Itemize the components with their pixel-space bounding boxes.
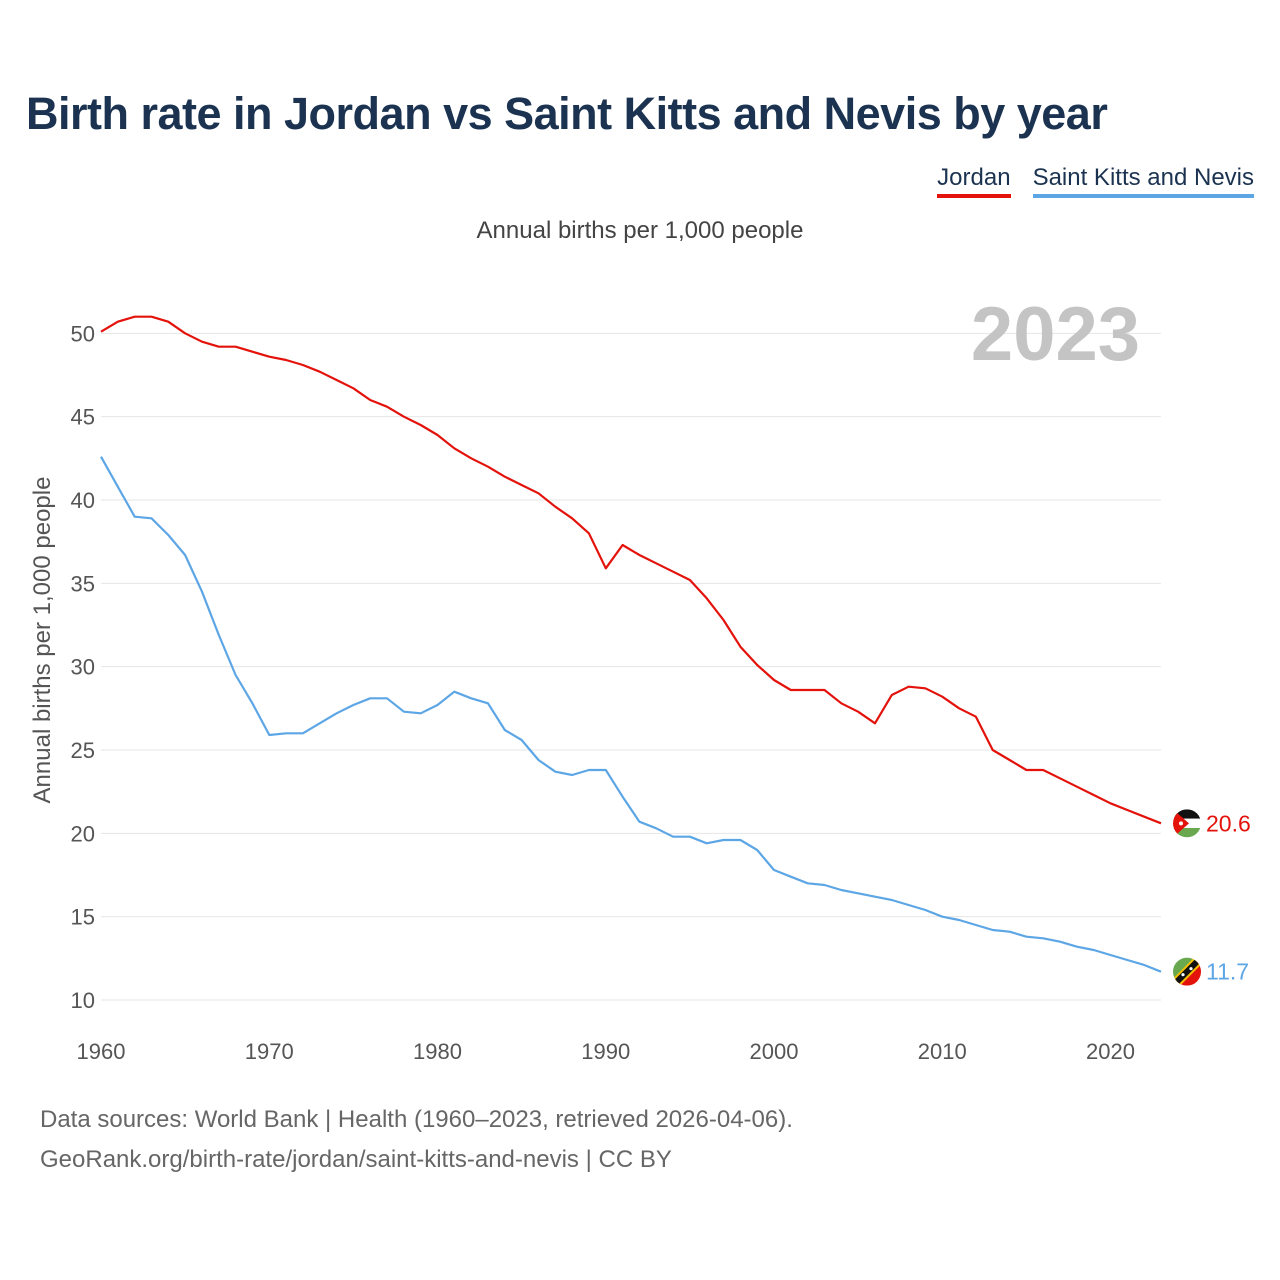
x-tick-label: 1990 — [581, 1039, 630, 1064]
flag-icon-saint-kitts-and-nevis — [1173, 957, 1201, 986]
y-tick-label: 20 — [71, 821, 95, 846]
legend: Jordan Saint Kitts and Nevis — [937, 164, 1254, 198]
y-tick-label: 25 — [71, 738, 95, 763]
legend-item-saint-kitts-and-nevis[interactable]: Saint Kitts and Nevis — [1032, 164, 1254, 198]
y-tick-label: 10 — [71, 988, 95, 1013]
end-value-label-jordan: 20.6 — [1206, 810, 1251, 836]
x-tick-label: 1980 — [413, 1039, 462, 1064]
flag-icon-jordan — [1173, 809, 1201, 838]
y-tick-label: 50 — [71, 321, 95, 346]
end-markers: 20.6 11.7 — [1173, 809, 1251, 986]
footer-source: Data sources: World Bank | Health (1960–… — [40, 1106, 793, 1133]
x-tick-label: 2000 — [750, 1039, 799, 1064]
series-line-saint-kitts-and-nevis[interactable] — [100, 456, 1162, 973]
series-layer — [100, 315, 1162, 973]
x-tick-label: 1960 — [77, 1039, 126, 1064]
series-line-jordan[interactable] — [100, 315, 1162, 825]
chart-subtitle: Annual births per 1,000 people — [476, 217, 804, 244]
grid-lines — [101, 332, 1161, 1001]
y-tick-label: 30 — [71, 655, 95, 680]
year-watermark: 2023 — [971, 292, 1140, 377]
x-tick-label: 2010 — [918, 1039, 967, 1064]
y-tick-label: 15 — [71, 905, 95, 930]
y-tick-label: 35 — [71, 571, 95, 596]
axes: 10 15 20 25 30 35 40 45 50 1960 1970 1980 1990 2000 20… — [71, 321, 1135, 1064]
end-value-label-saint-kitts-and-nevis: 11.7 — [1206, 959, 1249, 985]
chart-title: Birth rate in Jordan vs Saint Kitts and … — [26, 88, 1108, 139]
footer-url[interactable]: GeoRank.org/birth-rate/jordan/saint-kitt… — [40, 1146, 672, 1173]
y-tick-label: 45 — [71, 405, 95, 430]
x-tick-label: 2020 — [1086, 1039, 1135, 1064]
legend-item-jordan[interactable]: Jordan — [937, 164, 1011, 198]
y-axis-title: Annual births per 1,000 people — [29, 477, 56, 804]
y-tick-label: 40 — [71, 488, 95, 513]
x-tick-label: 1970 — [245, 1039, 294, 1064]
